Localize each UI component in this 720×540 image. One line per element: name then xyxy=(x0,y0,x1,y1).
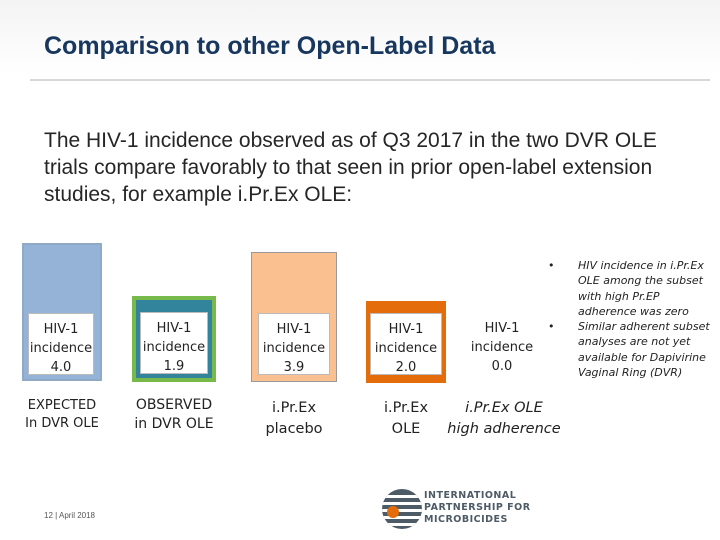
bar-observed-caption-1: OBSERVED xyxy=(135,397,213,413)
bar-iprex-placebo-line1: HIV-1 xyxy=(276,322,312,337)
bar-high-adherence-caption-1: i.Pr.Ex OLE xyxy=(465,400,543,416)
bar-observed-line2: incidence xyxy=(142,340,206,355)
bar-iprex-placebo-label: HIV-1 incidence 3.9 xyxy=(258,313,330,375)
bar-iprex-placebo-caption-1: i.Pr.Ex xyxy=(271,400,317,416)
ipm-logo-globe-icon xyxy=(382,489,422,529)
bar-iprex-high-adherence-caption: i.Pr.Ex OLE high adherence xyxy=(440,398,568,440)
bar-iprex-ole-caption: i.Pr.Ex OLE xyxy=(354,398,458,440)
bar-observed-label: HIV-1 incidence 1.9 xyxy=(140,312,208,374)
side-notes: • HIV incidence in i.Pr.Ex OLE among the… xyxy=(548,258,716,380)
logo-line-1: INTERNATIONAL xyxy=(424,490,517,501)
note-text: HIV incidence in i.Pr.Ex OLE among the s… xyxy=(578,259,704,318)
bar-iprex-ole-caption-1: i.Pr.Ex xyxy=(383,400,429,416)
title-divider xyxy=(30,79,710,81)
slide-title: Comparison to other Open-Label Data xyxy=(44,32,496,60)
bar-expected-line1: HIV-1 xyxy=(43,322,79,337)
note-item: • HIV incidence in i.Pr.Ex OLE among the… xyxy=(548,258,716,319)
bar-high-adherence-line1: HIV-1 xyxy=(484,321,520,336)
bullet-marker: • xyxy=(548,320,555,334)
bar-expected-label: HIV-1 incidence 4.0 xyxy=(28,313,94,375)
note-item: • Similar adherent subset analyses are n… xyxy=(548,319,716,380)
bar-iprex-ole-caption-2: OLE xyxy=(391,421,421,437)
bar-expected-caption: EXPECTED In DVR OLE xyxy=(10,397,114,433)
bar-iprex-high-adherence-label: HIV-1 incidence 0.0 xyxy=(466,312,538,374)
slide-body-text: The HIV-1 incidence observed as of Q3 20… xyxy=(44,129,657,206)
bar-iprex-placebo-caption-2: placebo xyxy=(265,421,323,437)
logo-line-2: PARTNERSHIP FOR xyxy=(424,502,531,513)
bar-iprex-placebo-line2: incidence xyxy=(262,341,326,356)
bullet-marker: • xyxy=(548,259,555,272)
bar-high-adherence-line2: incidence xyxy=(470,340,534,355)
bar-observed-line1: HIV-1 xyxy=(156,321,192,336)
bar-iprex-ole-label: HIV-1 incidence 2.0 xyxy=(370,313,442,375)
bar-iprex-ole-value: 2.0 xyxy=(395,360,417,375)
bar-high-adherence-value: 0.0 xyxy=(491,359,513,374)
bar-iprex-ole-line1: HIV-1 xyxy=(388,322,424,337)
note-text: Similar adherent subset analyses are not… xyxy=(578,320,710,380)
footer-page-date: 12 | April 2018 xyxy=(44,511,96,520)
ipm-logo-text: INTERNATIONAL PARTNERSHIP FOR MICROBICID… xyxy=(424,490,531,526)
bar-observed-value: 1.9 xyxy=(163,359,185,374)
bar-observed-caption-2: in DVR OLE xyxy=(134,416,214,432)
logo-line-3: MICROBICIDES xyxy=(424,514,508,525)
bar-expected-line2: incidence xyxy=(29,341,93,356)
bar-expected-caption-2: In DVR OLE xyxy=(25,416,99,431)
bar-iprex-placebo-caption: i.Pr.Ex placebo xyxy=(240,398,348,440)
bar-high-adherence-caption-2: high adherence xyxy=(447,421,561,437)
bar-iprex-placebo-value: 3.9 xyxy=(283,360,305,375)
bar-expected-caption-1: EXPECTED xyxy=(27,398,97,413)
bar-expected-value: 4.0 xyxy=(50,360,72,375)
bar-observed-caption: OBSERVED in DVR OLE xyxy=(120,396,228,434)
bar-iprex-ole-line2: incidence xyxy=(374,341,438,356)
